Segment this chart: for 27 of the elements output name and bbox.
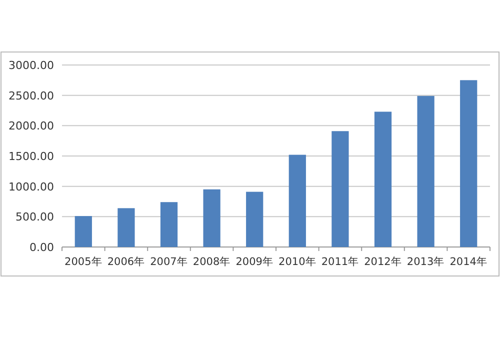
x-tick-label: 2010年 <box>278 256 316 268</box>
y-tick-label: 2500.00 <box>8 89 54 102</box>
y-tick-label: 0.00 <box>30 241 54 254</box>
bar <box>332 131 349 247</box>
x-tick-label: 2009年 <box>236 256 274 268</box>
bar <box>74 216 92 247</box>
y-tick-label: 1500.00 <box>8 150 54 163</box>
bar <box>460 80 478 247</box>
x-tick-label: 2013年 <box>406 256 445 268</box>
x-tick-label: 2005年 <box>64 256 102 268</box>
bar <box>288 154 306 247</box>
bar <box>203 189 220 247</box>
x-tick-label: 2006年 <box>107 256 146 268</box>
bar <box>417 96 434 247</box>
x-tick-label: 2012年 <box>364 256 402 268</box>
y-tick-label: 2000.00 <box>8 120 54 133</box>
y-tick-label: 1000.00 <box>8 180 54 194</box>
x-tick-label: 2007年 <box>150 256 188 268</box>
y-tick-label: 3000.00 <box>8 59 54 72</box>
x-tick-label: 2014年 <box>450 256 488 268</box>
y-tick-label: 500.00 <box>16 210 54 224</box>
bar <box>374 112 392 247</box>
x-tick-label: 2011年 <box>321 256 360 268</box>
x-tick-label: 2008年 <box>192 256 231 268</box>
bar <box>160 202 178 247</box>
bar <box>118 208 135 247</box>
bar <box>246 192 264 247</box>
